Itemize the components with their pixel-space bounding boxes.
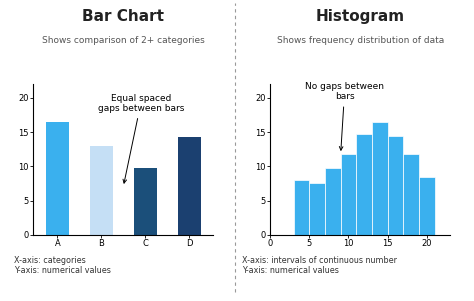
Bar bbox=[356, 134, 372, 235]
Text: X-axis: intervals of continuous number
Y-axis: numerical values: X-axis: intervals of continuous number Y… bbox=[242, 256, 397, 275]
Text: Bar Chart: Bar Chart bbox=[82, 9, 164, 24]
Bar bbox=[388, 135, 403, 235]
Bar bbox=[372, 122, 388, 235]
Text: Equal spaced
gaps between bars: Equal spaced gaps between bars bbox=[98, 94, 184, 183]
Text: No gaps between
bars: No gaps between bars bbox=[305, 82, 384, 150]
Bar bbox=[90, 146, 113, 235]
Bar bbox=[325, 169, 341, 235]
Text: Histogram: Histogram bbox=[316, 9, 405, 24]
Bar bbox=[134, 169, 156, 235]
Bar bbox=[310, 184, 325, 235]
Bar bbox=[403, 154, 419, 235]
Text: Shows frequency distribution of data: Shows frequency distribution of data bbox=[277, 36, 444, 45]
Text: X-axis: categories
Y-axis: numerical values: X-axis: categories Y-axis: numerical val… bbox=[14, 256, 111, 275]
Bar bbox=[341, 154, 356, 235]
Text: Shows comparison of 2+ categories: Shows comparison of 2+ categories bbox=[42, 36, 205, 45]
Bar bbox=[419, 177, 435, 235]
Bar bbox=[294, 180, 310, 235]
Bar bbox=[178, 137, 201, 235]
Bar bbox=[46, 122, 69, 235]
